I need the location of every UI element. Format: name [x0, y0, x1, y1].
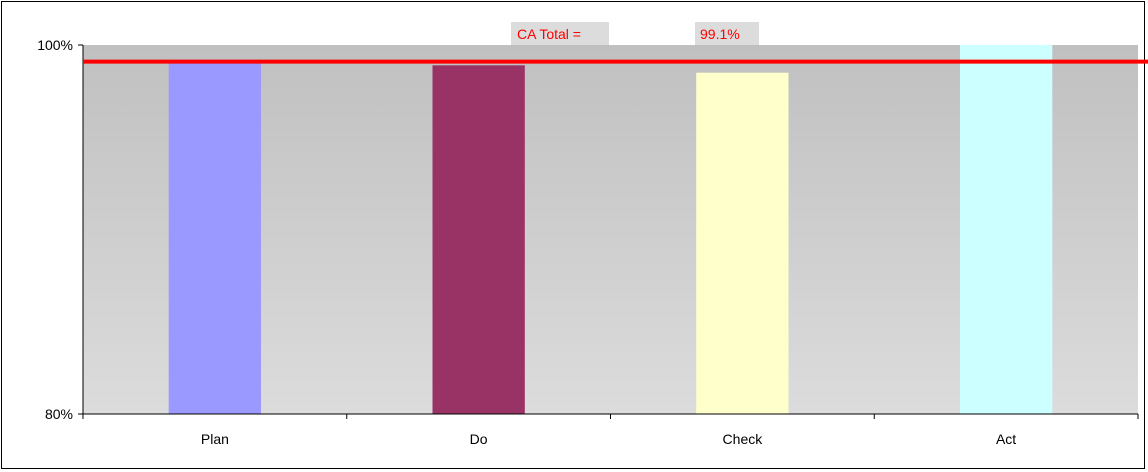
annotation-label: CA Total = — [517, 26, 581, 42]
annotation-label-box — [511, 22, 609, 45]
x-tick-label-plan: Plan — [201, 431, 229, 447]
annotation-value-box — [695, 22, 759, 45]
x-tick-label-do: Do — [470, 431, 488, 447]
y-tick-label: 80% — [45, 406, 73, 422]
bar-act — [960, 45, 1053, 414]
bar-plan — [168, 59, 261, 415]
bar-do — [432, 65, 525, 415]
annotation-value: 99.1% — [700, 26, 740, 42]
x-tick-label-check: Check — [723, 431, 764, 447]
y-tick-label: 100% — [37, 37, 73, 53]
bar-check — [696, 72, 789, 414]
x-tick-label-act: Act — [996, 431, 1016, 447]
